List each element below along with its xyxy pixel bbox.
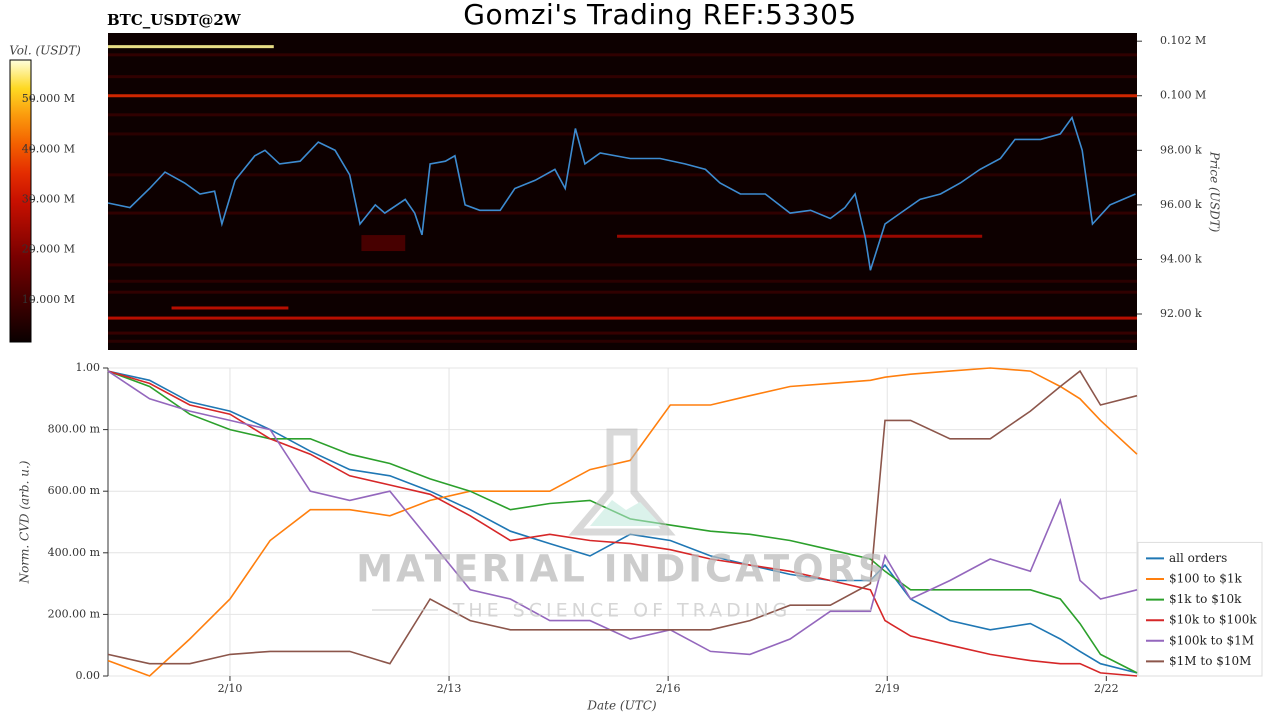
heat-band	[108, 132, 1137, 136]
heat-band	[108, 113, 1137, 117]
legend-label: $100k to $1M	[1169, 633, 1254, 647]
heat-band	[108, 173, 1137, 177]
y-tick-label: 0.102 M	[1160, 34, 1206, 47]
price-line	[107, 115, 1136, 271]
watermark-icon	[568, 428, 676, 536]
colorbar-tick-label: 40.000 M	[22, 142, 75, 155]
y-tick-label: 94.00 k	[1160, 252, 1202, 265]
x-tick-label: 2/22	[1094, 682, 1119, 695]
y-tick-label: 400.00 m	[48, 546, 101, 559]
cvd-line	[107, 367, 1138, 677]
colorbar-tick-label: 20.000 M	[22, 243, 75, 256]
title: Gomzi's Trading REF:53305	[463, 0, 856, 31]
y-label: Norm. CVD (arb. u.)	[18, 460, 32, 584]
watermark: MATERIAL INDICATORS	[356, 548, 887, 591]
heat-band	[108, 53, 1137, 57]
y-tick-label: 98.00 k	[1160, 143, 1202, 156]
heat-band	[171, 306, 289, 310]
heatmap-bg	[108, 33, 1137, 350]
cvd-line	[107, 369, 1138, 665]
heat-band	[108, 339, 1137, 343]
x-tick-label: 2/19	[875, 682, 900, 695]
legend-label: $100 to $1k	[1169, 572, 1242, 586]
colorbar-tick-label: 50.000 M	[22, 92, 75, 105]
y-tick-label: 800.00 m	[48, 423, 101, 436]
x-tick-label: 2/16	[656, 682, 681, 695]
cvd-line	[107, 370, 1138, 674]
colorbar-tick-label: 30.000 M	[22, 192, 75, 205]
heat-band	[108, 94, 1137, 98]
symbol: BTC_USDT@2W	[107, 11, 242, 29]
heat-band	[361, 235, 406, 252]
y-label: Price (USDT)	[1208, 151, 1222, 233]
heat-band	[108, 45, 274, 49]
y-tick-label: 96.00 k	[1160, 198, 1202, 211]
heat-band	[108, 290, 1137, 294]
cvd-line	[107, 370, 1138, 677]
y-tick-label: 600.00 m	[48, 484, 101, 497]
x-tick-label: 2/10	[218, 682, 243, 695]
watermark-tagline: THE SCIENCE OF TRADING	[452, 600, 792, 622]
y-tick-label: 0.100 M	[1160, 89, 1206, 102]
y-tick-label: 0.00	[76, 669, 101, 682]
heat-band	[617, 234, 983, 238]
cvd-line	[107, 370, 1138, 674]
heat-band	[108, 75, 1137, 79]
legend-label: all orders	[1169, 551, 1227, 565]
cvd-plot: 0.00 200.00 m 400.00 m 600.00 m 800.00 m 1.00…	[48, 361, 1263, 695]
legend-box	[1137, 541, 1263, 677]
x-label: Date (UTC)	[586, 699, 656, 713]
heat-band	[108, 331, 1137, 335]
colorbar-tick-label: 10.000 M	[22, 293, 75, 306]
heat-band	[108, 316, 1137, 320]
colorbar-label: Vol. (USDT)	[9, 44, 81, 58]
legend-label: $1M to $10M	[1169, 654, 1251, 668]
legend-label: $1k to $10k	[1169, 592, 1242, 606]
heat-band	[108, 211, 1137, 215]
heat-band	[108, 263, 1137, 267]
colorbar	[9, 59, 32, 343]
y-tick-label: 200.00 m	[48, 607, 101, 620]
x-tick-label: 2/13	[437, 682, 462, 695]
y-tick-label: 92.00 k	[1160, 307, 1202, 320]
legend-label: $10k to $100k	[1169, 613, 1257, 627]
heat-band	[108, 279, 1137, 283]
y-tick-label: 1.00	[76, 361, 101, 374]
